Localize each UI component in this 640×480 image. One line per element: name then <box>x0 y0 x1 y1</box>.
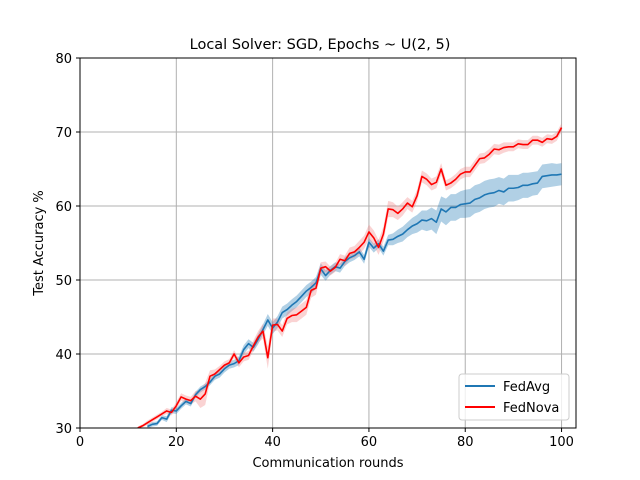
y-tick-label: 60 <box>55 200 72 215</box>
y-tick-label: 80 <box>55 52 72 67</box>
y-tick-label: 70 <box>55 126 72 141</box>
y-tick-label: 50 <box>55 274 72 289</box>
y-axis-label: Test Accuracy % <box>32 190 47 297</box>
chart-title: Local Solver: SGD, Epochs ~ U(2, 5) <box>190 37 451 53</box>
line-fedavg <box>147 173 562 428</box>
series-lines <box>137 127 563 428</box>
y-tick-label: 30 <box>55 422 72 437</box>
legend-label-fednova: FedNova <box>503 401 559 416</box>
x-tick-label: 0 <box>76 435 84 450</box>
x-tick-label: 80 <box>457 435 474 450</box>
x-tick-label: 100 <box>549 435 574 450</box>
y-tick-label: 40 <box>55 348 72 363</box>
x-tick-label: 40 <box>264 435 281 450</box>
legend: FedAvg FedNova <box>458 373 570 421</box>
line-fednova <box>137 127 563 428</box>
x-axis-label: Communication rounds <box>252 456 403 471</box>
plot-frame <box>79 57 577 429</box>
legend-label-fedavg: FedAvg <box>503 380 550 395</box>
x-tick-label: 60 <box>361 435 378 450</box>
axis-ticks: 0 20 40 60 80 100 30 40 50 60 70 80 <box>55 52 574 450</box>
band-fedavg <box>147 163 562 428</box>
x-tick-label: 20 <box>168 435 185 450</box>
grid <box>79 57 576 429</box>
